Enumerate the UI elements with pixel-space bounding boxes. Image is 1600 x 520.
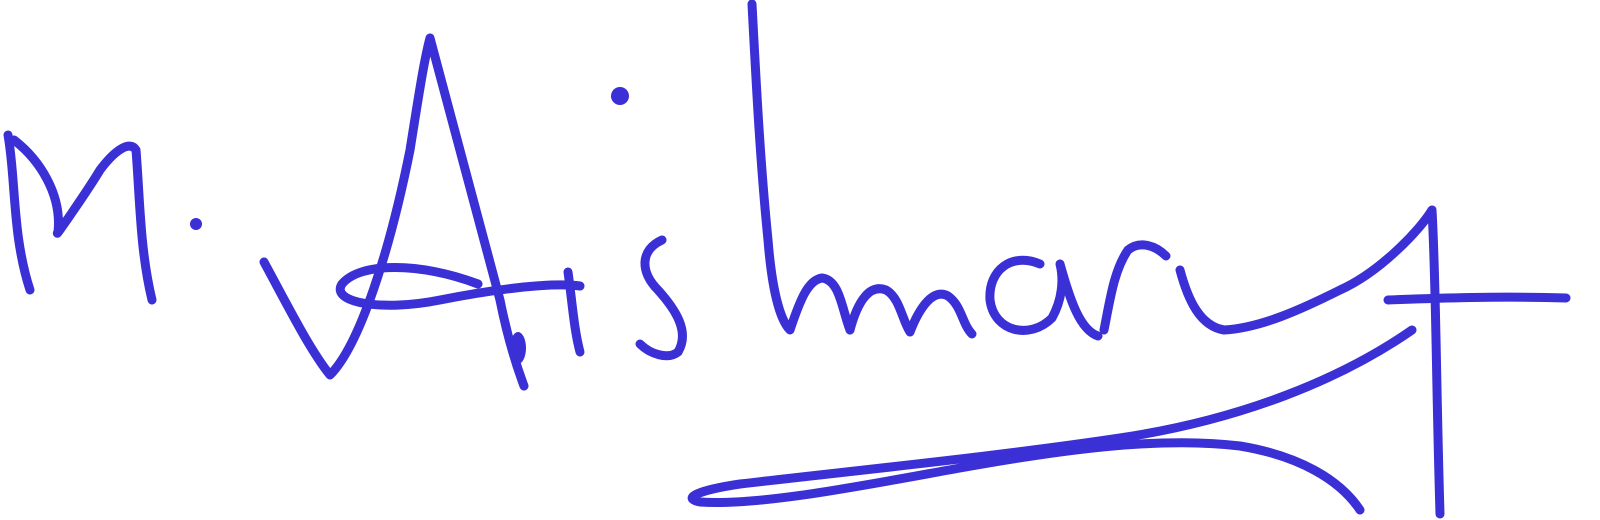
signature-stroke-w <box>850 289 972 334</box>
signature-stroke-r <box>1104 245 1166 330</box>
signature-stroke-underline <box>692 330 1412 510</box>
signature-stroke-a2 <box>990 260 1098 336</box>
signature-stroke-h <box>752 4 850 330</box>
signature-ink-blot <box>510 332 526 364</box>
signature-stroke-tail <box>1388 297 1566 300</box>
signature-stroke-a <box>264 38 524 386</box>
signature-period-dot <box>190 218 202 230</box>
signature-stroke-s <box>640 240 682 356</box>
signature-stroke-m <box>8 135 152 300</box>
signature-i-dot <box>611 87 629 105</box>
